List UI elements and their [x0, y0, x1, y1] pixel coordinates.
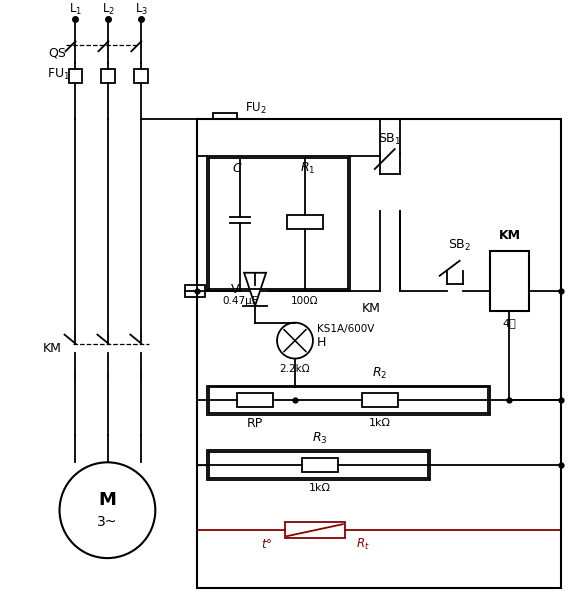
Text: KM: KM — [498, 229, 521, 243]
Bar — [101, 69, 116, 83]
Text: H: H — [317, 336, 327, 349]
Text: $R$$_1$: $R$$_1$ — [300, 161, 316, 176]
Text: FU$_1$: FU$_1$ — [47, 67, 70, 82]
Text: SB$_2$: SB$_2$ — [448, 238, 471, 253]
Circle shape — [277, 323, 313, 359]
Bar — [362, 394, 398, 408]
Bar — [285, 522, 345, 538]
Bar — [197, 119, 561, 588]
Text: 100Ω: 100Ω — [291, 296, 318, 306]
Bar — [302, 458, 338, 473]
Text: 4圈: 4圈 — [503, 318, 516, 327]
Text: KM: KM — [362, 302, 381, 315]
Bar — [490, 251, 529, 311]
Text: L$_2$: L$_2$ — [102, 2, 115, 17]
Text: $R$$_2$: $R$$_2$ — [372, 366, 387, 381]
Text: L$_1$: L$_1$ — [69, 2, 82, 17]
Text: $C$: $C$ — [232, 161, 243, 175]
Bar — [213, 113, 237, 125]
Text: SB$_1$: SB$_1$ — [378, 131, 402, 147]
Text: KM: KM — [43, 342, 61, 355]
Text: L$_3$: L$_3$ — [135, 2, 148, 17]
Text: V: V — [231, 283, 239, 296]
Text: $R$$_3$: $R$$_3$ — [312, 431, 328, 446]
Text: FU$_2$: FU$_2$ — [245, 101, 267, 116]
Text: $R$$_t$: $R$$_t$ — [356, 536, 370, 551]
Text: 1kΩ: 1kΩ — [309, 483, 331, 493]
Text: 1kΩ: 1kΩ — [369, 418, 391, 429]
Text: M: M — [98, 491, 116, 509]
Bar — [185, 285, 205, 297]
Text: QS: QS — [49, 47, 66, 60]
Polygon shape — [244, 273, 266, 306]
Bar — [207, 385, 490, 415]
Text: 0.47μF: 0.47μF — [223, 296, 258, 306]
Bar — [237, 394, 273, 408]
Bar — [207, 156, 350, 291]
Circle shape — [60, 462, 155, 558]
Bar — [207, 450, 429, 480]
Text: 3~: 3~ — [97, 515, 117, 529]
Bar — [134, 69, 149, 83]
Text: KS1A/600V: KS1A/600V — [317, 324, 375, 334]
Bar — [287, 216, 323, 229]
Text: $t°$: $t°$ — [261, 538, 273, 551]
Text: RP: RP — [247, 417, 263, 430]
Text: 2.2kΩ: 2.2kΩ — [280, 364, 310, 373]
Bar — [69, 69, 83, 83]
